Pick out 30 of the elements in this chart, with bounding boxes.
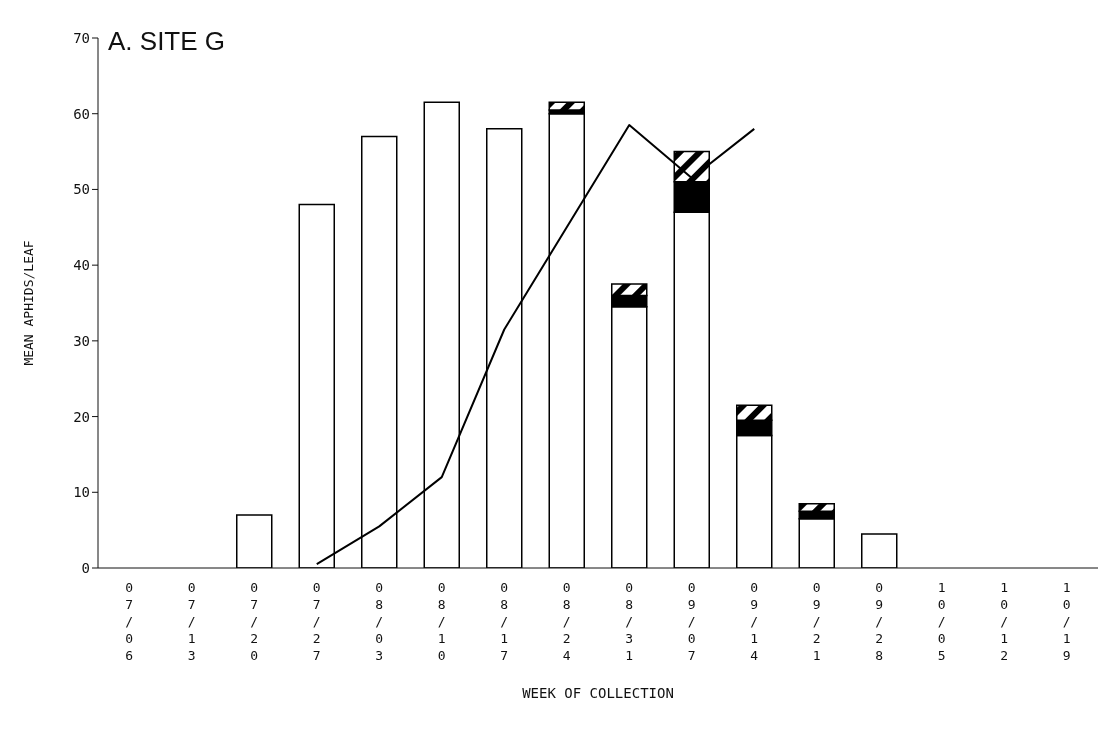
y-tick-label: 10	[73, 484, 90, 501]
x-tick-label: 10/12	[1000, 580, 1009, 663]
x-tick-label: 09/28	[875, 580, 884, 663]
y-tick-label: 50	[73, 181, 90, 198]
y-axis-title: MEAN APHIDS/LEAF	[20, 240, 36, 366]
bar	[236, 514, 273, 568]
x-tick-label: 09/21	[812, 580, 821, 663]
chart-title: A. SITE G	[108, 26, 226, 57]
x-tick-label: 08/31	[625, 580, 634, 663]
bar	[861, 533, 898, 568]
bar	[548, 101, 585, 111]
x-axis-title: WEEK OF COLLECTION	[522, 685, 674, 701]
x-tick-label: 10/19	[1062, 580, 1071, 663]
y-tick-label: 40	[73, 257, 90, 274]
x-tick-label: 07/27	[312, 580, 321, 663]
x-tick-label: 08/17	[500, 580, 509, 663]
x-tick-label: 08/24	[562, 580, 571, 663]
x-tick-label: 08/10	[437, 580, 446, 663]
y-tick-label: 70	[73, 29, 90, 46]
x-tick-label: 07/20	[250, 580, 259, 663]
x-tick-label: 07/06	[125, 580, 134, 663]
x-tick-label: 07/13	[187, 580, 196, 663]
x-tick-label: 08/03	[375, 580, 384, 663]
x-tick-label: 09/07	[687, 580, 696, 663]
y-tick-label: 30	[73, 332, 90, 349]
y-tick-label: 0	[81, 559, 90, 576]
x-tick-label: 10/05	[937, 580, 946, 663]
y-tick-label: 20	[73, 408, 90, 425]
x-tick-label: 09/14	[750, 580, 759, 663]
y-tick-label: 60	[73, 105, 90, 122]
